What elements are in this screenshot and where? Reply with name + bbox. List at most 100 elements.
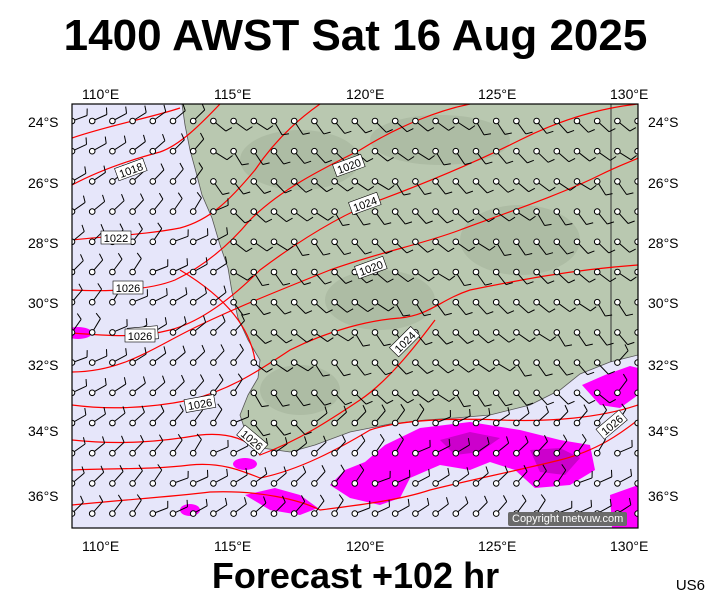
isobar-label-box (112, 280, 144, 295)
wind-station (129, 147, 136, 155)
wind-barb-feather (181, 133, 185, 141)
lat-label-right-32: 32°S (648, 357, 679, 373)
wind-barb-feather (629, 248, 636, 253)
wind-station (452, 480, 460, 487)
wind-station (371, 389, 379, 397)
map-frame (71, 103, 639, 529)
wind-barb-feather (445, 497, 449, 505)
wind-barb-feather (626, 192, 634, 195)
wind-station (391, 449, 399, 457)
wind-barb-feather (100, 465, 105, 473)
lon-label-bottom-110: 110°E (82, 538, 120, 554)
wind-station (88, 298, 96, 306)
wind-station (290, 359, 298, 366)
wind-barb-feather (443, 163, 451, 166)
wind-barb-feather (507, 188, 515, 193)
wind-barb-feather (628, 497, 632, 505)
wind-barb-feather (177, 192, 183, 199)
wind-station (72, 510, 76, 517)
wind-barb-feather (547, 158, 555, 163)
wind-barb-feather (140, 434, 144, 442)
wind-station (311, 329, 318, 336)
wind-station (311, 238, 318, 246)
wind-barb-feather (610, 156, 617, 161)
wind-barb-feather (104, 136, 107, 144)
wind-barb-feather (504, 465, 509, 473)
lon-label-top-115: 115°E (214, 86, 252, 102)
wind-barb-feather (568, 279, 576, 284)
wind-station (432, 298, 439, 306)
wind-barb-feather (365, 400, 373, 405)
wind-barb-feather (581, 433, 587, 441)
wind-station (109, 298, 116, 306)
wind-station (210, 359, 217, 366)
wind-station (492, 419, 500, 427)
wind-station (129, 117, 136, 125)
wind-station (533, 329, 540, 336)
wind-barb-feather (545, 405, 549, 413)
forecast-hour: Forecast +102 hr (211, 555, 500, 596)
wind-barb-feather (284, 311, 292, 315)
wind-station (513, 298, 520, 306)
wind-station (492, 298, 500, 306)
wind-barb-feather (428, 397, 435, 403)
wind-barb-staff (637, 181, 638, 183)
wind-station (290, 178, 298, 185)
wind-station (452, 359, 460, 366)
wind-barb-feather (163, 346, 167, 354)
wind-barb-feather (465, 312, 473, 316)
wind-barb-feather (403, 314, 411, 317)
wind-station (149, 419, 157, 427)
wind-barb-feather (244, 219, 252, 224)
wind-barb-feather (246, 126, 253, 131)
wind-barb-feather (627, 220, 635, 224)
wind-station (593, 480, 601, 487)
wind-barb-feather (264, 190, 272, 194)
wind-station (290, 117, 298, 125)
wind-station (371, 178, 379, 185)
wind-barb-feather (589, 278, 596, 283)
wind-barb-feather (304, 431, 312, 436)
wind-station (432, 147, 439, 155)
wind-barb-feather (98, 253, 104, 261)
wind-station (88, 359, 96, 366)
wind-barb-feather (379, 433, 385, 441)
wind-station (412, 147, 419, 155)
wind-station (88, 389, 96, 397)
wind-station (391, 117, 399, 125)
wind-station (351, 117, 359, 125)
wind-barb-feather (446, 341, 454, 345)
wind-barb-feather (464, 283, 472, 287)
isobar-label-box (332, 153, 366, 178)
wind-station (614, 480, 621, 487)
wind-station (250, 359, 258, 366)
wind-station (351, 329, 359, 336)
wind-station (270, 329, 278, 336)
wind-station (593, 419, 601, 427)
wind-barb-feather (486, 311, 494, 315)
wind-station (88, 117, 96, 125)
wind-station (250, 208, 258, 215)
lon-label-bottom-130: 130°E (610, 538, 649, 554)
wind-station (492, 208, 500, 215)
isobar-label-box (236, 424, 269, 455)
wind-barb-feather (98, 495, 104, 502)
wind-barb-feather (283, 282, 291, 286)
wind-barb-feather (343, 373, 351, 377)
wind-barb-feather (647, 313, 654, 315)
wind-station (109, 208, 116, 215)
wind-station (331, 480, 338, 487)
wind-station (573, 480, 581, 487)
wind-station (109, 389, 116, 397)
wind-barb-feather (419, 403, 425, 410)
wind-station (513, 449, 520, 457)
wind-station (513, 268, 520, 276)
wind-station (614, 178, 621, 185)
wind-barb-feather (303, 403, 311, 407)
wind-barb-feather (568, 157, 576, 163)
wind-station (553, 178, 561, 185)
wind-station (331, 419, 338, 427)
wind-station (189, 480, 197, 487)
lat-label-left-24: 24°S (28, 114, 59, 130)
wind-barb-feather (608, 128, 616, 133)
